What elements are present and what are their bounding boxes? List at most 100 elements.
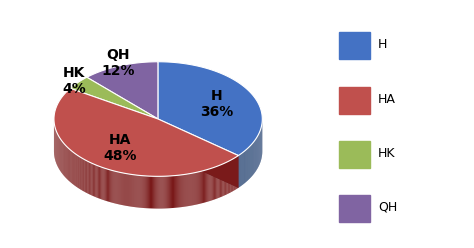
Polygon shape [152, 176, 153, 209]
Polygon shape [185, 174, 186, 207]
Polygon shape [106, 169, 107, 201]
Polygon shape [186, 174, 187, 206]
Polygon shape [72, 151, 73, 184]
FancyBboxPatch shape [339, 87, 370, 114]
Polygon shape [114, 171, 115, 203]
Polygon shape [96, 165, 97, 197]
Polygon shape [91, 163, 92, 196]
FancyBboxPatch shape [339, 195, 370, 222]
Polygon shape [238, 155, 239, 188]
Polygon shape [68, 148, 69, 181]
Polygon shape [137, 175, 138, 208]
Polygon shape [69, 149, 70, 182]
Polygon shape [217, 166, 218, 199]
Polygon shape [144, 176, 145, 208]
Polygon shape [192, 173, 193, 205]
Polygon shape [173, 176, 174, 208]
Text: HK
4%: HK 4% [62, 66, 86, 96]
Polygon shape [67, 147, 68, 180]
Polygon shape [141, 176, 142, 208]
Polygon shape [237, 156, 238, 189]
Polygon shape [87, 62, 158, 119]
Polygon shape [117, 172, 118, 204]
Polygon shape [159, 176, 161, 209]
Polygon shape [94, 164, 95, 197]
Text: HA
48%: HA 48% [103, 133, 137, 163]
Polygon shape [219, 165, 220, 198]
Polygon shape [125, 173, 126, 206]
Polygon shape [198, 172, 199, 204]
Polygon shape [164, 176, 166, 209]
Polygon shape [89, 162, 90, 195]
Polygon shape [218, 166, 219, 198]
Polygon shape [175, 176, 176, 208]
Polygon shape [97, 166, 98, 198]
Polygon shape [121, 173, 122, 205]
Text: QH
12%: QH 12% [101, 48, 135, 78]
Text: HK: HK [378, 147, 395, 160]
Polygon shape [158, 176, 159, 209]
Polygon shape [86, 160, 87, 193]
Polygon shape [90, 162, 91, 195]
Polygon shape [212, 168, 213, 200]
Polygon shape [71, 151, 72, 183]
Polygon shape [195, 172, 196, 205]
Polygon shape [82, 158, 83, 191]
Polygon shape [87, 161, 88, 193]
Polygon shape [133, 175, 135, 207]
Polygon shape [77, 155, 78, 188]
Polygon shape [109, 170, 110, 202]
Text: H: H [378, 38, 387, 51]
Polygon shape [203, 170, 204, 203]
Polygon shape [74, 153, 75, 186]
Polygon shape [143, 176, 144, 208]
FancyBboxPatch shape [339, 141, 370, 168]
Polygon shape [142, 176, 143, 208]
Polygon shape [131, 174, 132, 207]
Polygon shape [138, 175, 139, 208]
Polygon shape [194, 173, 195, 205]
Polygon shape [104, 168, 105, 201]
Polygon shape [98, 166, 99, 198]
Polygon shape [163, 176, 164, 209]
Polygon shape [129, 174, 130, 207]
FancyBboxPatch shape [339, 32, 370, 60]
Polygon shape [135, 175, 136, 207]
Polygon shape [123, 173, 124, 205]
Polygon shape [145, 176, 146, 208]
Polygon shape [99, 166, 100, 199]
Polygon shape [93, 164, 94, 196]
Polygon shape [235, 157, 236, 190]
Polygon shape [234, 158, 235, 190]
Polygon shape [54, 88, 238, 176]
Polygon shape [110, 170, 111, 202]
Polygon shape [206, 170, 207, 202]
Polygon shape [111, 170, 112, 203]
Polygon shape [222, 164, 223, 197]
Polygon shape [66, 146, 67, 179]
Polygon shape [65, 145, 66, 178]
Polygon shape [115, 171, 116, 204]
Polygon shape [172, 176, 173, 208]
Polygon shape [187, 174, 188, 206]
Polygon shape [83, 159, 84, 191]
Polygon shape [70, 77, 158, 119]
Polygon shape [207, 169, 208, 202]
Polygon shape [166, 176, 167, 208]
Polygon shape [132, 175, 133, 207]
Polygon shape [126, 174, 128, 206]
Polygon shape [226, 162, 227, 195]
Polygon shape [150, 176, 151, 208]
Polygon shape [118, 172, 119, 204]
Polygon shape [103, 168, 104, 200]
Polygon shape [124, 173, 125, 206]
Polygon shape [78, 156, 79, 188]
Polygon shape [153, 176, 154, 209]
Polygon shape [179, 175, 180, 207]
Polygon shape [158, 119, 238, 188]
Polygon shape [208, 169, 209, 202]
Polygon shape [223, 163, 224, 196]
Polygon shape [162, 176, 163, 209]
Polygon shape [108, 169, 109, 202]
Polygon shape [199, 171, 200, 204]
